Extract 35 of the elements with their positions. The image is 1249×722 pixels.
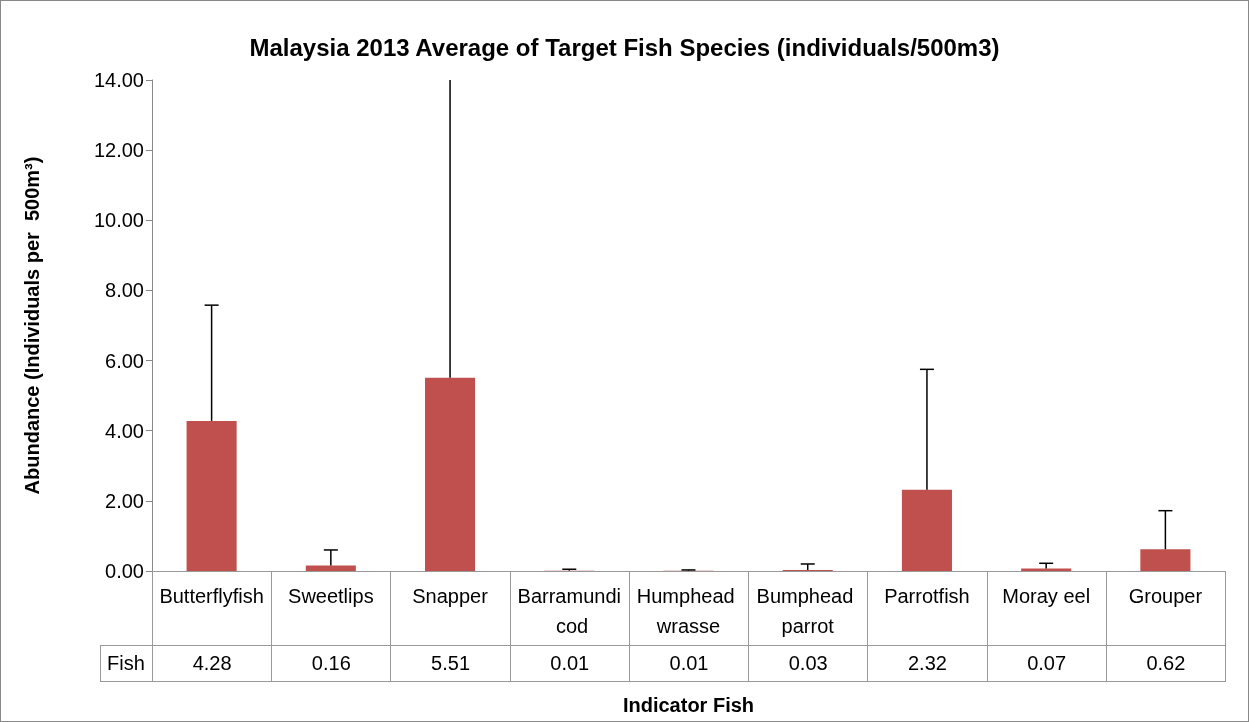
x-tick-label: Butterflyfish — [159, 585, 264, 607]
chart-title: Malaysia 2013 Average of Target Fish Species (individuals/500m3) — [249, 33, 1000, 61]
data-label: 4.28 — [152, 645, 273, 682]
data-label: 0.01 — [509, 645, 630, 682]
x-tick-label: Humphead wrasse — [636, 585, 741, 637]
y-axis-title: Abundance (Individuals per 500m³) — [21, 156, 43, 495]
y-tick-label: 0.00 — [105, 560, 144, 582]
bar — [1140, 549, 1191, 571]
data-label: 0.07 — [986, 645, 1107, 682]
data-label: 2.32 — [867, 645, 988, 682]
y-tick-label: 2.00 — [105, 489, 144, 512]
y-tick-label: 6.00 — [105, 349, 144, 372]
data-label: 0.62 — [1105, 645, 1226, 682]
x-tick-label: Grouper — [1128, 585, 1203, 607]
y-tick-label: 8.00 — [105, 279, 144, 302]
x-tick-label: Snapper — [412, 585, 489, 607]
data-label: 0.01 — [628, 645, 750, 682]
x-tick-label: Moray eel — [1002, 585, 1091, 607]
x-tick-label: Parrotfish — [884, 585, 970, 607]
data-label: 0.16 — [271, 645, 392, 682]
bar — [901, 489, 952, 571]
x-tick-label: Barramundi cod — [517, 585, 621, 637]
y-tick-label: 10.00 — [93, 209, 144, 232]
y-tick-label: 12.00 — [93, 139, 144, 162]
x-tick-label: Sweetlips — [288, 585, 374, 607]
data-label: 0.03 — [748, 645, 869, 682]
bar — [186, 420, 237, 571]
y-tick-label: 14.00 — [93, 69, 144, 91]
bar — [305, 565, 356, 571]
text: Fish — [100, 645, 153, 682]
y-tick-label: 4.00 — [105, 419, 144, 442]
x-tick-label: Bumphead parrot — [756, 585, 859, 637]
bar — [425, 377, 476, 571]
data-label: 5.51 — [390, 645, 511, 682]
x-axis-title: Indicator Fish — [622, 694, 755, 716]
